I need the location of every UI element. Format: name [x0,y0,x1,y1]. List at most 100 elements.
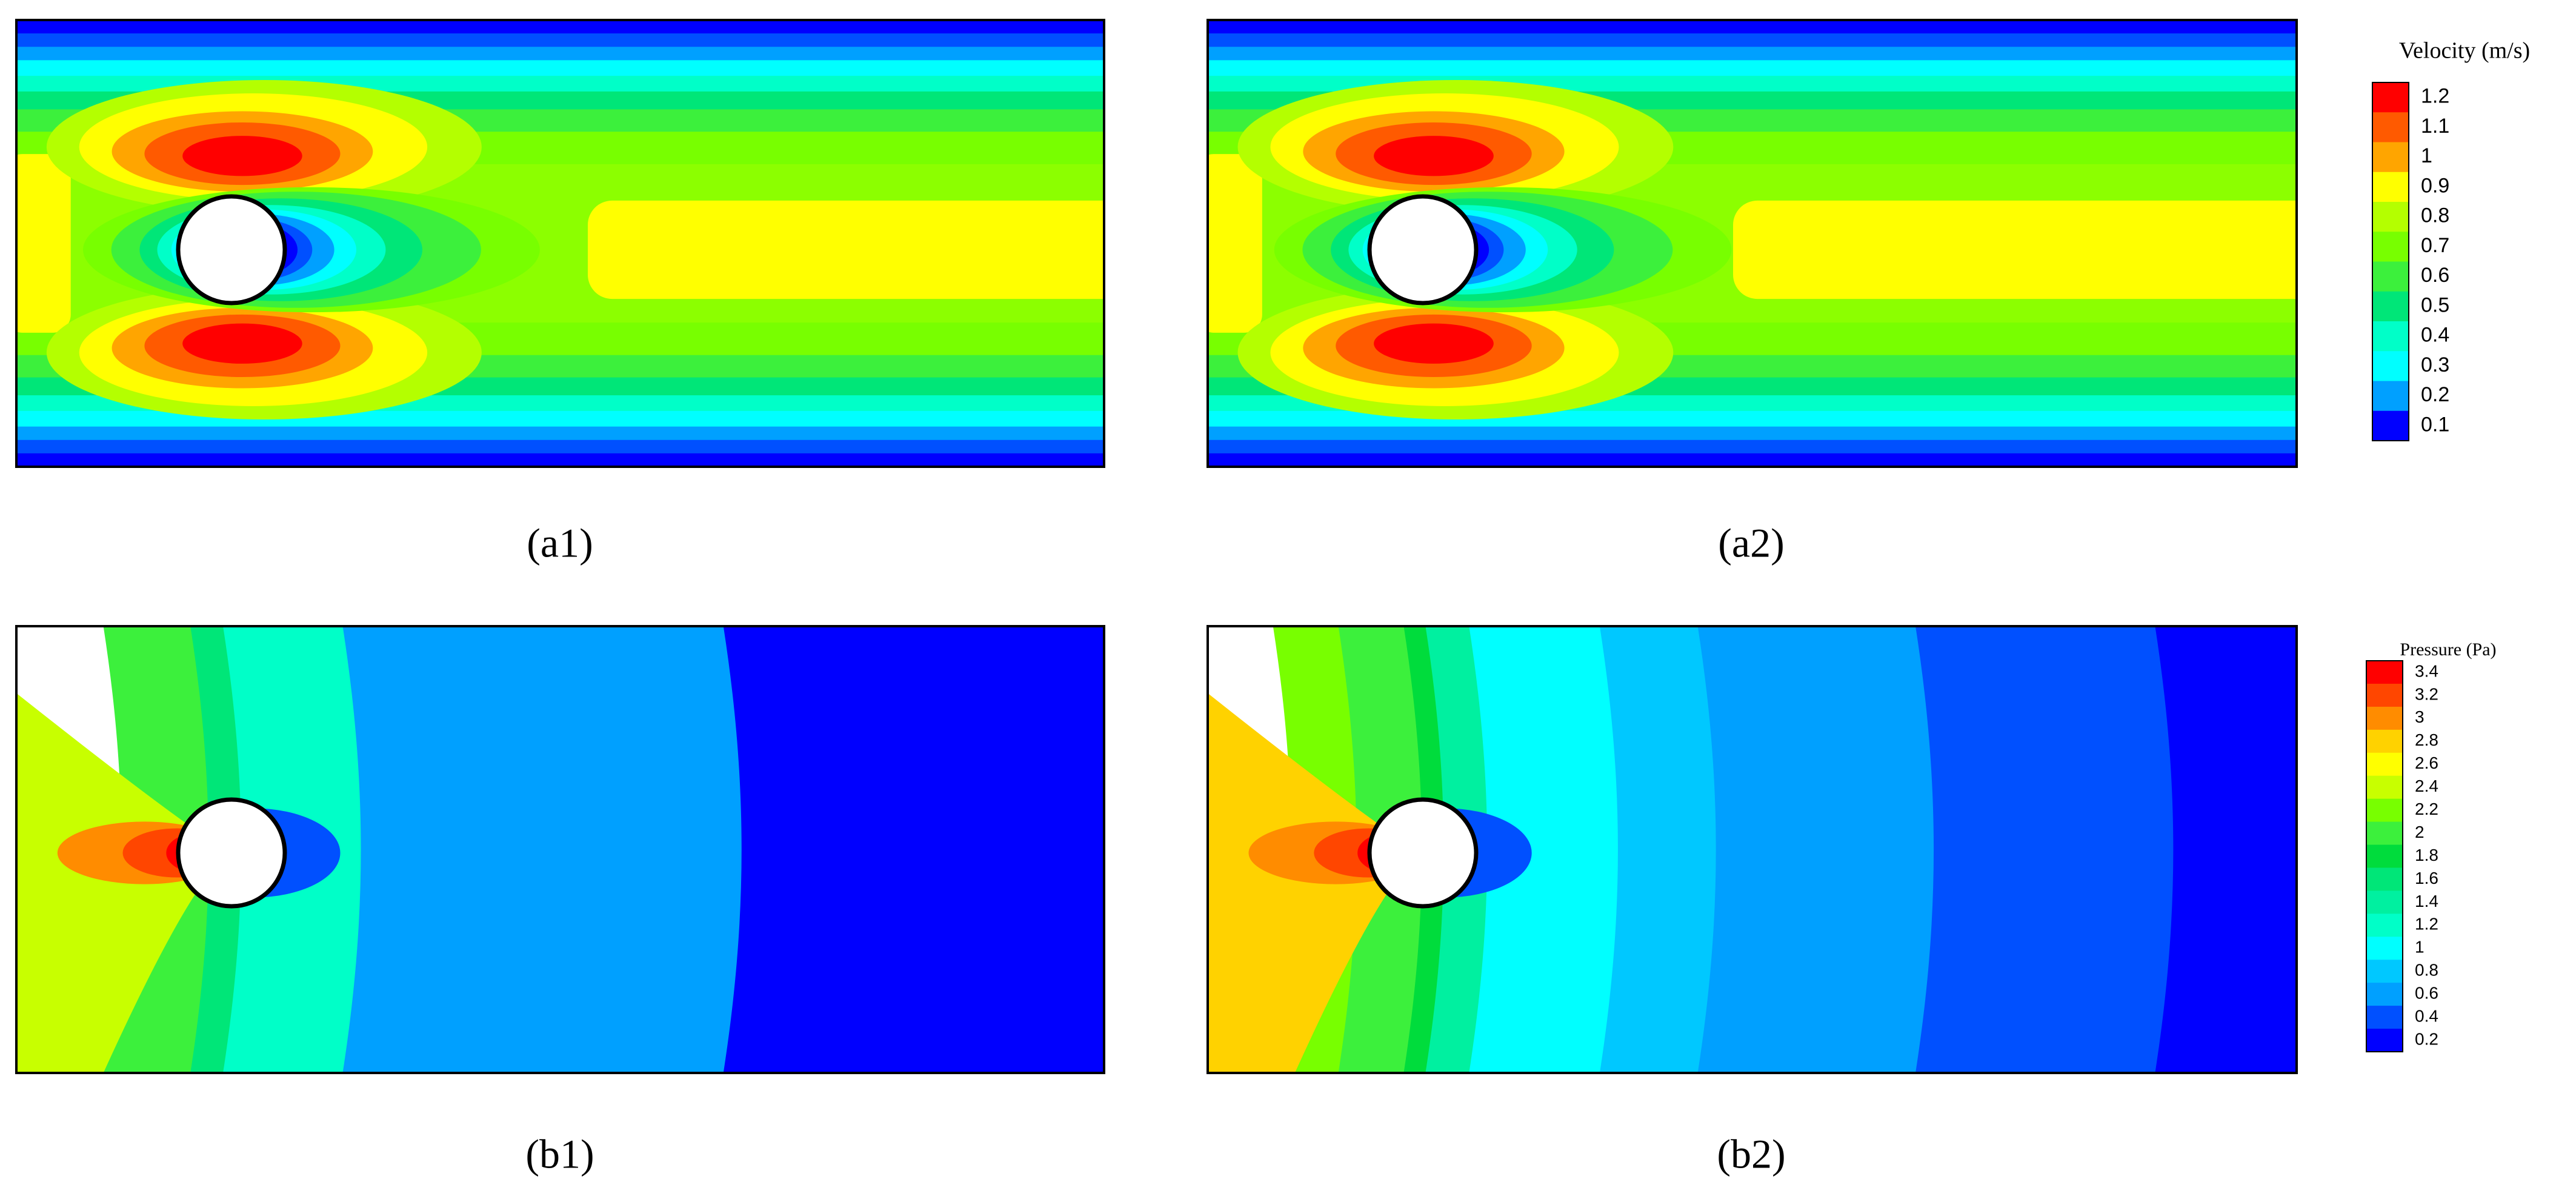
cylinder [1367,797,1479,909]
contour [2155,626,2297,1073]
panel-label: (b1) [525,1131,594,1177]
contour [16,33,1104,48]
colorbar-label: 0.2 [2415,1029,2438,1048]
contour [16,20,1104,35]
colorbar-label: 2.2 [2415,800,2438,818]
colorbar-cell [2366,752,2403,777]
contour [16,60,1104,78]
contour-field [1208,626,2297,1073]
colorbar-cell [2366,729,2403,753]
colorbar-label: 0.4 [2421,324,2449,347]
contour [1208,452,2297,467]
colorbar-label: 0.6 [2421,264,2449,287]
colorbar-cell [2366,983,2403,1006]
contour-field [1208,20,2297,467]
colorbar-label: 1.6 [2415,869,2438,887]
colorbar-label: 0.8 [2415,961,2438,980]
contour [1208,438,2297,453]
colorbar-cell [2372,261,2409,292]
colorbar-label: 1.1 [2421,115,2449,138]
colorbar-cell [2366,661,2403,684]
contour [1374,323,1494,364]
colorbar-cell [2372,351,2409,381]
colorbar-cell [2372,232,2409,262]
colorbar-label: 0.5 [2421,293,2449,316]
legend-title: Pressure (Pa) [2400,640,2496,660]
colorbar-cell [2372,172,2409,202]
contour [1208,60,2297,78]
colorbar-cell [2372,291,2409,322]
colorbar-cell [2366,798,2403,823]
panel-frame [1206,19,2298,468]
colorbar-label: 3 [2415,707,2425,726]
colorbar-cell [2366,775,2403,800]
colorbar-label: 0.2 [2421,383,2449,406]
colorbar-label: 1 [2415,938,2425,957]
contour [1208,47,2297,62]
colorbar-label: 0.3 [2421,353,2449,376]
colorbar-cell [2366,844,2403,868]
panel-label: (a1) [527,520,593,566]
contour [1208,20,2297,35]
contour [16,154,71,333]
colorbar-label: 1.2 [2415,915,2438,934]
colorbar-label: 0.9 [2421,174,2449,197]
colorbar-cell [2372,112,2409,142]
cylinder [176,797,287,909]
legend-title: Velocity (m/s) [2399,38,2530,64]
colorbar-frame [2366,660,2403,1052]
colorbar-cell [2372,381,2409,412]
cylinder [176,194,287,306]
contour-field [16,626,1104,1073]
contour [1208,425,2297,440]
colorbar-label: 1.4 [2415,892,2438,910]
contour-field [16,20,1104,467]
panel-frame [15,19,1105,468]
colorbar-label: 2.6 [2415,753,2438,772]
colorbar-cell [2366,867,2403,891]
contour [723,626,1104,1073]
colorbar-label: 0.4 [2415,1006,2438,1025]
colorbar-cell [2366,706,2403,730]
panel-label: (b2) [1717,1131,1785,1177]
contour [16,438,1104,453]
cylinder [1367,194,1479,306]
colorbar-label: 0.6 [2415,984,2438,1003]
colorbar-cell [2366,890,2403,914]
contour [1208,154,1262,333]
colorbar-cell [2372,202,2409,232]
contour [16,47,1104,62]
contour [1733,200,2297,299]
contour [182,136,302,176]
colorbar-label: 1 [2421,144,2432,167]
colorbar-label: 2 [2415,823,2425,841]
colorbar-cell [2366,821,2403,846]
colorbar-cell [2366,937,2403,960]
colorbar-label: 2.8 [2415,730,2438,749]
colorbar-label: 1.2 [2421,85,2449,108]
colorbar-cell [2372,321,2409,352]
panel-frame [15,625,1105,1074]
colorbar-cell [2366,1029,2403,1052]
colorbar-label: 1.8 [2415,846,2438,864]
colorbar-cell [2372,142,2409,173]
contour [1208,33,2297,48]
contour [16,425,1104,440]
colorbar-label: 2.4 [2415,777,2438,795]
contour [16,452,1104,467]
colorbar-cell [2366,914,2403,937]
contour [1374,136,1494,176]
colorbar-label: 3.4 [2415,661,2438,680]
contour [182,323,302,364]
colorbar-cell [2366,960,2403,983]
colorbar-label: 3.2 [2415,684,2438,703]
colorbar-label: 0.8 [2421,204,2449,227]
colorbar-cell [2372,410,2409,441]
colorbar-cell [2372,82,2409,113]
colorbar-cell [2366,1006,2403,1029]
panel-label: (a2) [1718,520,1784,566]
contour [588,200,1104,299]
colorbar-label: 0.1 [2421,413,2449,436]
colorbar-cell [2366,683,2403,707]
